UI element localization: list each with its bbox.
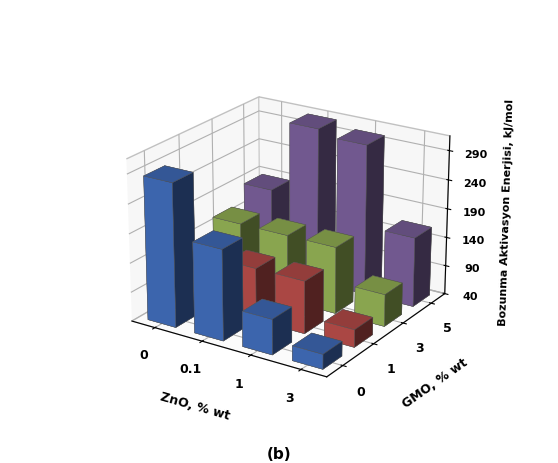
- X-axis label: ZnO, % wt: ZnO, % wt: [159, 390, 232, 422]
- Y-axis label: GMO, % wt: GMO, % wt: [400, 356, 470, 410]
- Text: (b): (b): [267, 446, 291, 461]
